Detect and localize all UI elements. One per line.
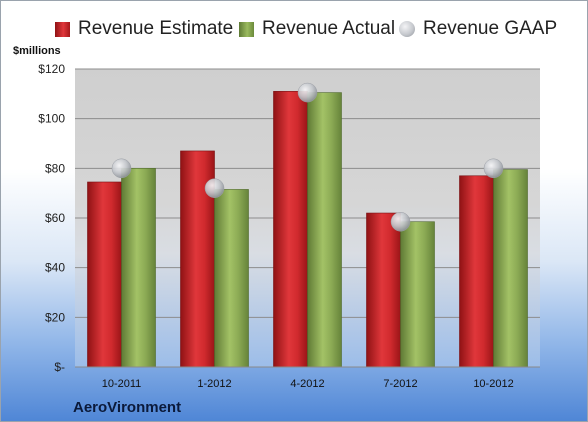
bar-revenue-actual bbox=[493, 169, 528, 368]
y-tick-label: $80 bbox=[45, 161, 65, 175]
x-tick-label: 7-2012 bbox=[383, 378, 417, 390]
x-tick-label: 1-2012 bbox=[197, 378, 231, 390]
bar-revenue-actual bbox=[121, 168, 156, 368]
bars bbox=[87, 91, 528, 368]
legend-label-actual: Revenue Actual bbox=[262, 18, 396, 39]
point-revenue-gaap bbox=[111, 158, 132, 179]
legend-marker-gaap bbox=[399, 21, 415, 37]
gaap-markers bbox=[111, 82, 504, 232]
bar-revenue-actual bbox=[214, 189, 249, 368]
bar-revenue-actual bbox=[307, 92, 342, 368]
company-name: AeroVironment bbox=[73, 399, 182, 416]
y-tick-label: $120 bbox=[38, 62, 65, 76]
y-tick-label: $60 bbox=[45, 211, 65, 225]
legend-label-estimate: Revenue Estimate bbox=[78, 18, 234, 39]
point-revenue-gaap bbox=[297, 82, 318, 103]
bar-revenue-estimate bbox=[366, 212, 401, 368]
legend-label-gaap: Revenue GAAP bbox=[423, 18, 558, 39]
bar-revenue-estimate bbox=[459, 175, 494, 368]
legend-swatch-estimate bbox=[55, 21, 70, 37]
y-tick-label: $100 bbox=[38, 112, 65, 126]
legend-item-estimate: Revenue Estimate bbox=[55, 15, 233, 43]
bar-revenue-estimate bbox=[87, 181, 122, 368]
legend-swatch-actual bbox=[239, 21, 254, 37]
bar-revenue-actual bbox=[400, 221, 435, 368]
legend: Revenue Estimate Revenue Actual Revenue … bbox=[1, 15, 587, 43]
y-axis-unit-label: $millions bbox=[13, 45, 61, 57]
point-revenue-gaap bbox=[483, 158, 504, 179]
point-revenue-gaap bbox=[204, 178, 225, 198]
y-axis-ticks: $- $20 $40 $60 $80 $100 $120 bbox=[38, 62, 65, 374]
x-tick-label: 10-2012 bbox=[473, 378, 513, 390]
y-tick-label: $40 bbox=[45, 261, 65, 275]
y-tick-label: $20 bbox=[45, 310, 65, 324]
legend-item-gaap: Revenue GAAP bbox=[399, 15, 557, 43]
x-axis-ticks: 10-2011 1-2012 4-2012 7-2012 10-2012 bbox=[102, 378, 514, 390]
x-tick-label: 4-2012 bbox=[290, 378, 324, 390]
y-tick-label: $- bbox=[54, 360, 65, 374]
bar-revenue-estimate bbox=[273, 91, 308, 368]
x-tick-label: 10-2011 bbox=[102, 378, 142, 390]
point-revenue-gaap bbox=[390, 211, 411, 232]
legend-item-actual: Revenue Actual bbox=[239, 15, 395, 43]
